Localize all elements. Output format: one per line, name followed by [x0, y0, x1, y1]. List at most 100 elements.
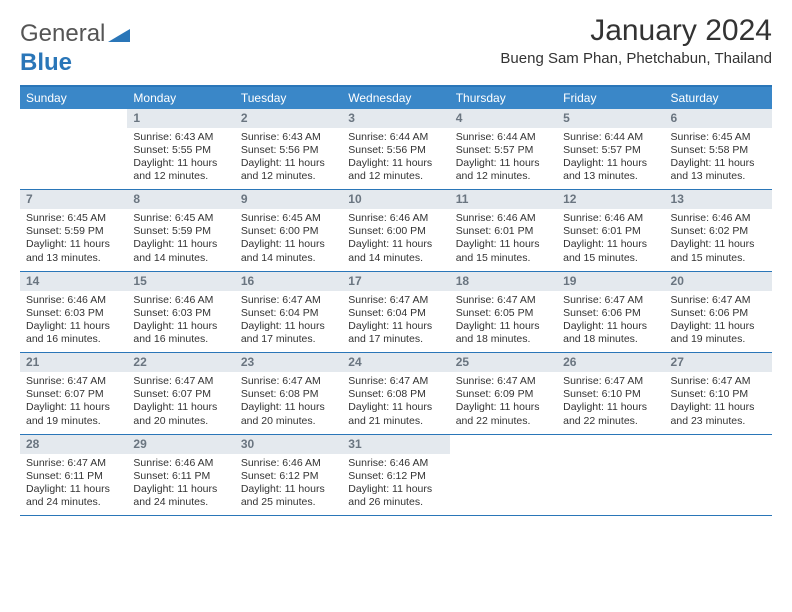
day-number: 26 — [557, 353, 664, 372]
sunset-line: Sunset: 6:04 PM — [348, 307, 443, 320]
day-number: 22 — [127, 353, 234, 372]
sunrise-line: Sunrise: 6:46 AM — [133, 457, 228, 470]
daylight-line: and 19 minutes. — [26, 415, 121, 428]
sunset-line: Sunset: 5:55 PM — [133, 144, 228, 157]
calendar-week: 28Sunrise: 6:47 AMSunset: 6:11 PMDayligh… — [20, 435, 772, 517]
sunset-line: Sunset: 6:07 PM — [133, 388, 228, 401]
day-number: 21 — [20, 353, 127, 372]
sunset-line: Sunset: 6:07 PM — [26, 388, 121, 401]
day-number: 16 — [235, 272, 342, 291]
weekday-header: Thursday — [450, 87, 557, 109]
day-cell: 1Sunrise: 6:43 AMSunset: 5:55 PMDaylight… — [127, 109, 234, 190]
sunset-line: Sunset: 6:10 PM — [563, 388, 658, 401]
sunrise-line: Sunrise: 6:46 AM — [348, 212, 443, 225]
day-cell: . — [450, 435, 557, 516]
logo-blue: Blue — [20, 49, 72, 76]
daylight-line: Daylight: 11 hours — [26, 320, 121, 333]
title-block: January 2024 Bueng Sam Phan, Phetchabun,… — [500, 14, 772, 67]
sunrise-line: Sunrise: 6:43 AM — [133, 131, 228, 144]
day-cell: 23Sunrise: 6:47 AMSunset: 6:08 PMDayligh… — [235, 353, 342, 434]
daylight-line: Daylight: 11 hours — [348, 401, 443, 414]
page-title: January 2024 — [500, 14, 772, 48]
sunset-line: Sunset: 6:12 PM — [348, 470, 443, 483]
daylight-line: and 15 minutes. — [456, 252, 551, 265]
sunrise-line: Sunrise: 6:46 AM — [241, 457, 336, 470]
daylight-line: and 22 minutes. — [563, 415, 658, 428]
sunset-line: Sunset: 5:57 PM — [563, 144, 658, 157]
day-number: 7 — [20, 190, 127, 209]
day-cell: 11Sunrise: 6:46 AMSunset: 6:01 PMDayligh… — [450, 190, 557, 271]
daylight-line: Daylight: 11 hours — [671, 238, 766, 251]
sunset-line: Sunset: 5:59 PM — [26, 225, 121, 238]
weekday-header: Sunday — [20, 87, 127, 109]
daylight-line: Daylight: 11 hours — [348, 157, 443, 170]
sunrise-line: Sunrise: 6:47 AM — [348, 294, 443, 307]
sunset-line: Sunset: 6:09 PM — [456, 388, 551, 401]
sunrise-line: Sunrise: 6:45 AM — [241, 212, 336, 225]
calendar: Sunday Monday Tuesday Wednesday Thursday… — [20, 85, 772, 517]
daylight-line: and 23 minutes. — [671, 415, 766, 428]
sunset-line: Sunset: 6:00 PM — [348, 225, 443, 238]
sunset-line: Sunset: 6:11 PM — [133, 470, 228, 483]
header-row: General Blue January 2024 Bueng Sam Phan… — [20, 14, 772, 77]
day-number: 28 — [20, 435, 127, 454]
daylight-line: and 14 minutes. — [241, 252, 336, 265]
day-number: 29 — [127, 435, 234, 454]
sunrise-line: Sunrise: 6:46 AM — [563, 212, 658, 225]
daylight-line: Daylight: 11 hours — [133, 483, 228, 496]
day-cell: 17Sunrise: 6:47 AMSunset: 6:04 PMDayligh… — [342, 272, 449, 353]
day-number: 12 — [557, 190, 664, 209]
day-number: 17 — [342, 272, 449, 291]
day-cell: 5Sunrise: 6:44 AMSunset: 5:57 PMDaylight… — [557, 109, 664, 190]
weekday-header: Tuesday — [235, 87, 342, 109]
daylight-line: and 17 minutes. — [241, 333, 336, 346]
sunset-line: Sunset: 6:12 PM — [241, 470, 336, 483]
weekday-header: Monday — [127, 87, 234, 109]
sunset-line: Sunset: 6:10 PM — [671, 388, 766, 401]
day-cell: 12Sunrise: 6:46 AMSunset: 6:01 PMDayligh… — [557, 190, 664, 271]
sunrise-line: Sunrise: 6:47 AM — [456, 294, 551, 307]
daylight-line: Daylight: 11 hours — [26, 238, 121, 251]
day-number: 20 — [665, 272, 772, 291]
sunrise-line: Sunrise: 6:47 AM — [563, 375, 658, 388]
day-number: 3 — [342, 109, 449, 128]
weeks-container: .1Sunrise: 6:43 AMSunset: 5:55 PMDayligh… — [20, 109, 772, 517]
day-cell: 19Sunrise: 6:47 AMSunset: 6:06 PMDayligh… — [557, 272, 664, 353]
sunset-line: Sunset: 6:03 PM — [133, 307, 228, 320]
calendar-week: 14Sunrise: 6:46 AMSunset: 6:03 PMDayligh… — [20, 272, 772, 354]
day-number: 25 — [450, 353, 557, 372]
day-cell: . — [20, 109, 127, 190]
daylight-line: and 16 minutes. — [133, 333, 228, 346]
sunrise-line: Sunrise: 6:46 AM — [133, 294, 228, 307]
daylight-line: Daylight: 11 hours — [348, 483, 443, 496]
sunset-line: Sunset: 6:08 PM — [348, 388, 443, 401]
sunset-line: Sunset: 5:56 PM — [348, 144, 443, 157]
daylight-line: Daylight: 11 hours — [671, 320, 766, 333]
daylight-line: Daylight: 11 hours — [241, 483, 336, 496]
daylight-line: Daylight: 11 hours — [26, 483, 121, 496]
day-cell: 6Sunrise: 6:45 AMSunset: 5:58 PMDaylight… — [665, 109, 772, 190]
sunset-line: Sunset: 5:56 PM — [241, 144, 336, 157]
sunset-line: Sunset: 6:05 PM — [456, 307, 551, 320]
daylight-line: and 13 minutes. — [671, 170, 766, 183]
sunrise-line: Sunrise: 6:44 AM — [563, 131, 658, 144]
sunrise-line: Sunrise: 6:47 AM — [26, 375, 121, 388]
daylight-line: and 19 minutes. — [671, 333, 766, 346]
daylight-line: and 15 minutes. — [563, 252, 658, 265]
daylight-line: Daylight: 11 hours — [456, 320, 551, 333]
day-number: 11 — [450, 190, 557, 209]
daylight-line: and 12 minutes. — [348, 170, 443, 183]
day-cell: 10Sunrise: 6:46 AMSunset: 6:00 PMDayligh… — [342, 190, 449, 271]
day-cell: 26 Sunrise: 6:47 AMSunset: 6:10 PMDayligh… — [557, 353, 664, 434]
sunset-line: Sunset: 6:08 PM — [241, 388, 336, 401]
daylight-line: Daylight: 11 hours — [133, 320, 228, 333]
daylight-line: Daylight: 11 hours — [241, 320, 336, 333]
calendar-week: 21Sunrise: 6:47 AMSunset: 6:07 PMDayligh… — [20, 353, 772, 435]
day-number: 23 — [235, 353, 342, 372]
daylight-line: and 22 minutes. — [456, 415, 551, 428]
sunrise-line: Sunrise: 6:43 AM — [241, 131, 336, 144]
daylight-line: and 12 minutes. — [241, 170, 336, 183]
sunset-line: Sunset: 5:57 PM — [456, 144, 551, 157]
daylight-line: Daylight: 11 hours — [563, 401, 658, 414]
day-number: 13 — [665, 190, 772, 209]
